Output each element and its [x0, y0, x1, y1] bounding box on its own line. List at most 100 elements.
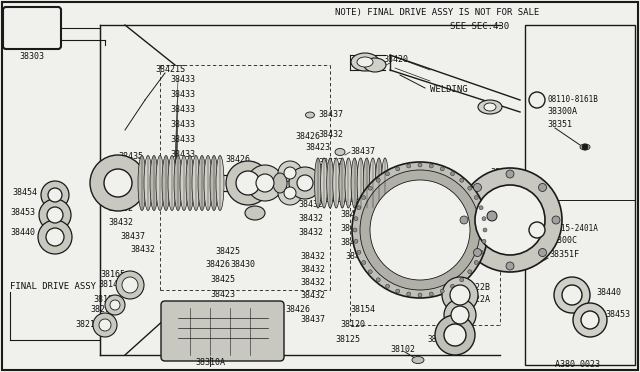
Text: 38427: 38427 [320, 195, 345, 204]
Ellipse shape [168, 155, 176, 211]
Circle shape [38, 220, 72, 254]
Circle shape [48, 188, 62, 202]
Ellipse shape [351, 158, 358, 208]
Text: 38154: 38154 [350, 305, 375, 314]
Text: 38426: 38426 [205, 260, 230, 269]
Circle shape [552, 216, 560, 224]
Text: 38432: 38432 [300, 265, 325, 274]
Ellipse shape [321, 158, 328, 208]
Circle shape [444, 324, 466, 346]
Circle shape [442, 277, 478, 313]
Text: 38437: 38437 [120, 232, 145, 241]
Circle shape [450, 285, 470, 305]
Circle shape [93, 313, 117, 337]
Text: 38432: 38432 [318, 158, 343, 167]
FancyBboxPatch shape [3, 7, 61, 49]
Text: FINAL DRIVE ASSY: FINAL DRIVE ASSY [10, 282, 96, 291]
Circle shape [236, 171, 260, 195]
Text: 38432: 38432 [318, 130, 343, 139]
Ellipse shape [351, 53, 379, 71]
Text: 38432: 38432 [298, 214, 323, 223]
Circle shape [362, 260, 365, 264]
Ellipse shape [245, 206, 265, 220]
Circle shape [506, 170, 514, 178]
Circle shape [378, 188, 462, 272]
Text: 38430: 38430 [230, 260, 255, 269]
Text: 38351: 38351 [547, 120, 572, 129]
Circle shape [226, 161, 270, 205]
Text: 38440: 38440 [10, 228, 35, 237]
Circle shape [506, 262, 514, 270]
Text: 38426: 38426 [285, 305, 310, 314]
Text: 08915-2401A: 08915-2401A [547, 224, 598, 233]
Text: 38422A: 38422A [460, 295, 490, 304]
Circle shape [39, 199, 71, 231]
Circle shape [474, 260, 478, 264]
Text: 38433: 38433 [170, 150, 195, 159]
Text: 38435: 38435 [118, 152, 143, 161]
Circle shape [451, 306, 469, 324]
Ellipse shape [364, 158, 370, 208]
Circle shape [474, 183, 481, 192]
Ellipse shape [174, 155, 182, 211]
Circle shape [90, 155, 146, 211]
Circle shape [460, 278, 464, 282]
Text: 38437: 38437 [350, 147, 375, 156]
Circle shape [451, 172, 454, 176]
Circle shape [406, 292, 411, 296]
Text: 38432: 38432 [300, 252, 325, 261]
Ellipse shape [150, 155, 158, 211]
Text: 38433: 38433 [170, 135, 195, 144]
Text: 38300C: 38300C [547, 236, 577, 245]
Circle shape [352, 162, 488, 298]
Text: 38432: 38432 [108, 190, 133, 199]
Text: 38432: 38432 [108, 204, 133, 213]
Text: 38422B: 38422B [460, 283, 490, 292]
Circle shape [284, 167, 296, 179]
Ellipse shape [192, 155, 200, 211]
Text: 38102: 38102 [390, 345, 415, 354]
Circle shape [538, 248, 547, 257]
Text: 38351F: 38351F [549, 250, 579, 259]
Circle shape [479, 206, 483, 210]
Text: A380 0023: A380 0023 [555, 360, 600, 369]
Ellipse shape [198, 155, 206, 211]
Ellipse shape [376, 158, 383, 208]
Text: 38440: 38440 [596, 288, 621, 297]
Text: 38433: 38433 [336, 195, 361, 204]
Text: 38432: 38432 [298, 228, 323, 237]
Circle shape [468, 270, 472, 274]
Circle shape [278, 161, 302, 185]
Circle shape [385, 172, 390, 176]
Ellipse shape [381, 158, 388, 208]
Text: SEE SEC.430: SEE SEC.430 [450, 22, 509, 31]
Ellipse shape [369, 158, 376, 208]
Text: 38433: 38433 [170, 120, 195, 129]
Text: 00931-2121A: 00931-2121A [455, 218, 506, 227]
Text: 38433: 38433 [340, 182, 365, 191]
Circle shape [396, 167, 400, 171]
Text: 38320: 38320 [490, 168, 515, 177]
Circle shape [458, 168, 562, 272]
Circle shape [47, 207, 63, 223]
Text: 08110-8161B: 08110-8161B [547, 95, 598, 104]
Circle shape [529, 222, 545, 238]
Text: 38432: 38432 [300, 278, 325, 287]
Circle shape [582, 144, 588, 150]
Text: 38432: 38432 [108, 176, 133, 185]
Circle shape [362, 196, 365, 199]
Text: 38433: 38433 [340, 196, 365, 205]
Text: 38425: 38425 [215, 247, 240, 256]
Ellipse shape [333, 158, 340, 208]
Circle shape [482, 239, 486, 243]
Ellipse shape [335, 148, 345, 155]
Text: LSD: LSD [20, 15, 44, 28]
Circle shape [406, 164, 411, 168]
Text: 38310A: 38310A [195, 358, 225, 367]
Text: 38423: 38423 [305, 143, 330, 152]
Circle shape [99, 319, 111, 331]
Text: 38453: 38453 [605, 310, 630, 319]
Text: 38165: 38165 [100, 270, 125, 279]
Text: 38120: 38120 [340, 320, 365, 329]
Text: 38435: 38435 [345, 252, 370, 261]
